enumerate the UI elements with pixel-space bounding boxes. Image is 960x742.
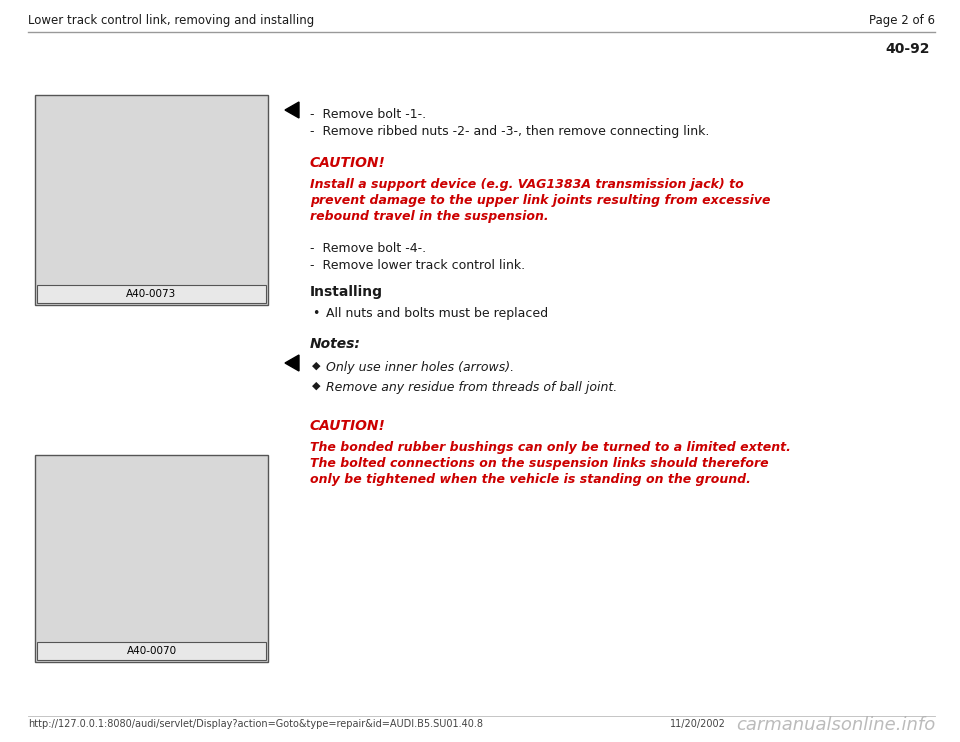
Text: A40-0073: A40-0073 — [127, 289, 177, 299]
Text: CAUTION!: CAUTION! — [310, 419, 386, 433]
Text: Notes:: Notes: — [310, 337, 361, 351]
Text: •: • — [312, 307, 320, 320]
Polygon shape — [285, 355, 299, 371]
Text: -  Remove lower track control link.: - Remove lower track control link. — [310, 259, 525, 272]
Text: 11/20/2002: 11/20/2002 — [670, 719, 726, 729]
Text: -  Remove bolt -4-.: - Remove bolt -4-. — [310, 242, 426, 255]
Text: All nuts and bolts must be replaced: All nuts and bolts must be replaced — [326, 307, 548, 320]
Text: Only use inner holes (arrows).: Only use inner holes (arrows). — [326, 361, 515, 374]
Text: only be tightened when the vehicle is standing on the ground.: only be tightened when the vehicle is st… — [310, 473, 751, 486]
Text: -  Remove bolt -1-.: - Remove bolt -1-. — [310, 108, 426, 121]
Text: CAUTION!: CAUTION! — [310, 156, 386, 170]
Text: The bonded rubber bushings can only be turned to a limited extent.: The bonded rubber bushings can only be t… — [310, 441, 791, 454]
Text: Installing: Installing — [310, 285, 383, 299]
Bar — [37, 285, 266, 303]
Text: prevent damage to the upper link joints resulting from excessive: prevent damage to the upper link joints … — [310, 194, 771, 207]
Text: A40-0070: A40-0070 — [127, 646, 177, 656]
Text: rebound travel in the suspension.: rebound travel in the suspension. — [310, 210, 548, 223]
Polygon shape — [285, 102, 299, 118]
Bar — [35, 455, 268, 662]
Text: -  Remove ribbed nuts -2- and -3-, then remove connecting link.: - Remove ribbed nuts -2- and -3-, then r… — [310, 125, 709, 138]
Text: 40-92: 40-92 — [885, 42, 930, 56]
Text: Remove any residue from threads of ball joint.: Remove any residue from threads of ball … — [326, 381, 617, 394]
Bar — [37, 642, 266, 660]
Text: Page 2 of 6: Page 2 of 6 — [869, 14, 935, 27]
Text: carmanualsonline.info: carmanualsonline.info — [735, 716, 935, 734]
Text: The bolted connections on the suspension links should therefore: The bolted connections on the suspension… — [310, 457, 769, 470]
Text: Install a support device (e.g. VAG1383A transmission jack) to: Install a support device (e.g. VAG1383A … — [310, 178, 744, 191]
Bar — [35, 95, 268, 305]
Text: ◆: ◆ — [312, 361, 321, 371]
Text: ◆: ◆ — [312, 381, 321, 391]
Text: http://127.0.0.1:8080/audi/servlet/Display?action=Goto&type=repair&id=AUDI.B5.SU: http://127.0.0.1:8080/audi/servlet/Displ… — [28, 719, 483, 729]
Text: Lower track control link, removing and installing: Lower track control link, removing and i… — [28, 14, 314, 27]
